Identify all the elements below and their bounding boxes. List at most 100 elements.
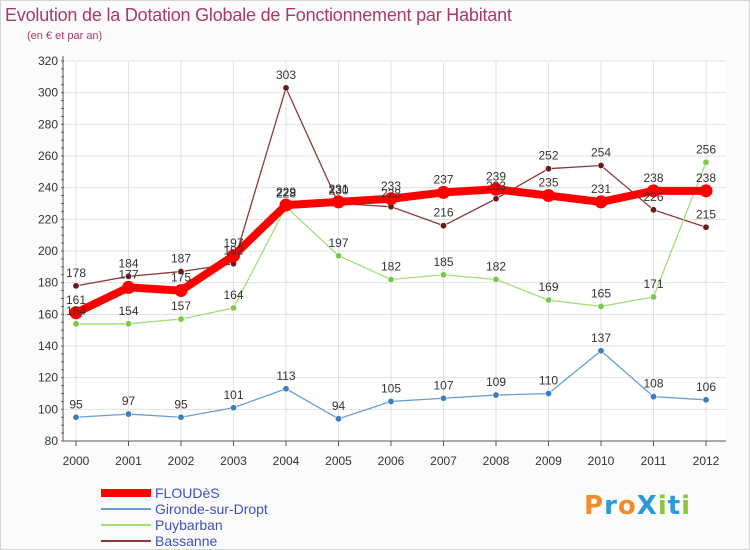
chart-subtitle: (en € et par an) [27,30,103,42]
x-tick-label: 2003 [220,454,247,468]
x-tick-label: 2012 [693,454,720,468]
data-point [282,84,290,92]
y-tick-label: 180 [38,276,58,290]
data-point [647,184,660,198]
data-label: 107 [433,378,453,392]
logo-letter: X [636,491,658,521]
data-label: 231 [591,182,611,196]
data-point [279,198,293,212]
data-point [702,396,710,404]
y-tick-label: 200 [38,244,58,258]
data-label: 233 [486,179,506,193]
data-label: 113 [276,369,295,383]
data-label: 185 [433,255,453,269]
data-label: 95 [69,397,83,411]
x-tick-label: 2008 [483,454,510,468]
data-point [69,306,83,320]
data-label: 161 [66,293,86,307]
x-tick-label: 2007 [430,454,457,468]
data-label: 187 [171,252,191,266]
data-point [334,252,342,260]
data-point [649,206,657,214]
data-label: 239 [486,169,506,183]
legend-swatch [101,508,151,510]
data-label: 228 [381,187,401,201]
data-label: 256 [696,142,716,156]
data-point [125,272,133,280]
data-point [334,415,342,423]
x-tick-label: 2011 [641,454,667,468]
data-point [597,302,605,310]
data-point [702,158,710,166]
data-label: 109 [486,375,506,389]
legend-label: Puybarban [155,517,223,533]
data-label: 110 [539,374,558,388]
x-tick-label: 2000 [63,454,90,468]
data-label: 97 [122,394,136,408]
data-point [649,393,657,401]
data-point [230,404,238,412]
data-point [177,413,185,421]
logo-letter: i [657,491,668,521]
proxiti-logo: ProXiti [584,491,691,521]
legend-swatch [101,489,151,497]
data-label: 177 [118,267,138,281]
data-point [174,284,188,298]
data-point [387,275,395,283]
y-tick-label: 140 [38,339,58,353]
data-label: 192 [223,244,243,258]
data-label: 215 [696,207,716,221]
data-point [177,315,185,323]
y-tick-label: 320 [38,54,58,68]
data-point [544,165,552,173]
data-label: 235 [538,176,558,190]
data-label: 233 [381,179,401,193]
data-label: 106 [696,380,716,394]
data-point [702,223,710,231]
data-point [649,293,657,301]
data-point [437,185,450,199]
x-tick-label: 2010 [588,454,615,468]
y-tick-label: 280 [38,117,58,131]
data-point [282,385,290,393]
logo-letter: t [667,491,682,521]
data-point [384,192,398,206]
data-label: 238 [696,171,716,185]
data-label: 169 [538,280,558,294]
chart-title: Evolution de la Dotation Globale de Fonc… [5,5,512,25]
data-point [594,195,608,209]
data-label: 252 [538,149,558,163]
data-label: 226 [643,190,663,204]
data-label: 157 [171,299,191,313]
data-point [597,162,605,170]
data-point [177,268,185,276]
legend-label: Gironde-sur-Dropt [155,501,268,517]
legend-label: Bassanne [155,533,218,549]
data-label: 182 [486,260,506,274]
data-label: 105 [381,381,401,395]
data-point [332,195,345,209]
data-label: 178 [66,266,86,280]
data-label: 237 [433,172,453,186]
data-label: 164 [223,288,243,302]
legend-swatch [101,524,151,526]
data-label: 94 [332,399,346,413]
data-label: 229 [276,185,296,199]
data-point [597,347,605,355]
data-label: 230 [328,184,348,198]
data-label: 238 [643,171,663,185]
data-point [122,280,135,294]
data-point [439,222,447,230]
data-point [439,394,447,402]
data-point [489,182,503,196]
data-label: 171 [643,277,663,291]
data-label: 231 [328,182,348,196]
data-label: 216 [433,206,453,220]
data-point [542,189,555,203]
data-point [439,271,447,279]
data-point [72,320,80,328]
x-tick-label: 2002 [168,454,195,468]
data-point [125,410,133,418]
y-tick-label: 100 [38,402,58,416]
